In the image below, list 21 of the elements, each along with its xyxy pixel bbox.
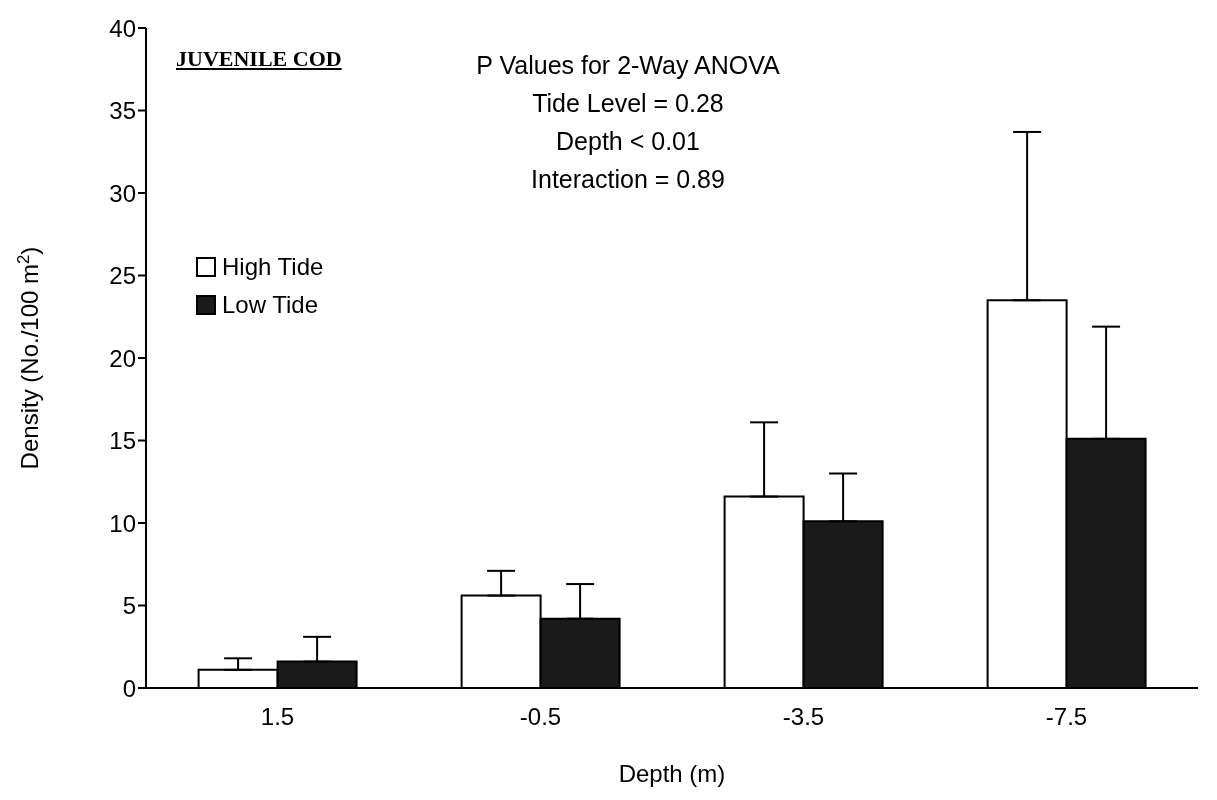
y-tick-label: 35	[109, 97, 136, 125]
x-tick-label: -3.5	[782, 703, 825, 731]
y-tick-label: 20	[109, 344, 136, 372]
annotation: Interaction = 0.89	[530, 164, 726, 195]
annotation: JUVENILE COD	[176, 46, 342, 72]
annotation: Tide Level = 0.28	[531, 88, 725, 119]
y-tick-label: 15	[109, 427, 136, 455]
x-tick-label: -7.5	[1045, 703, 1088, 731]
y-tick-label: 40	[109, 14, 136, 42]
x-tick-label: 1.5	[260, 703, 295, 731]
x-tick-label: -0.5	[519, 703, 562, 731]
annotation: P Values for 2-Way ANOVA	[475, 50, 781, 81]
y-tick-label: 5	[122, 592, 136, 620]
y-tick-label: 0	[122, 674, 136, 702]
y-tick-label: 30	[109, 179, 136, 207]
y-tick-label: 10	[109, 509, 136, 537]
y-tick-label: 25	[109, 262, 136, 290]
x-axis-title: Depth (m)	[618, 760, 726, 787]
annotation: Depth < 0.01	[555, 126, 701, 157]
legend-label: High Tide	[222, 253, 324, 281]
legend-label: Low Tide	[222, 291, 319, 319]
